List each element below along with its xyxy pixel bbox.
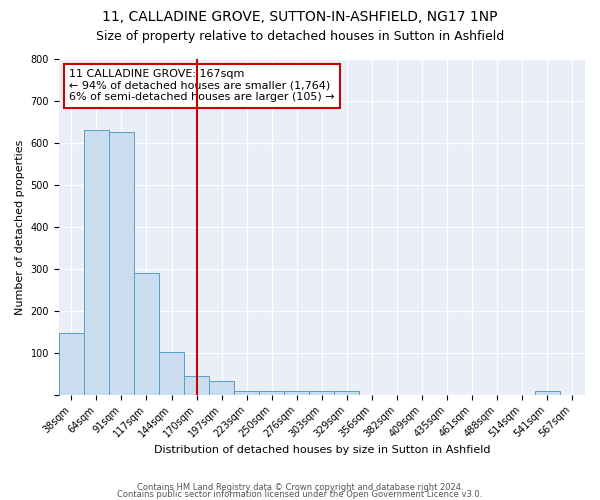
Bar [234, 390, 259, 395]
Bar [109, 132, 134, 395]
Bar [209, 382, 234, 395]
Text: 11 CALLADINE GROVE: 167sqm
← 94% of detached houses are smaller (1,764)
6% of se: 11 CALLADINE GROVE: 167sqm ← 94% of deta… [70, 69, 335, 102]
Bar [59, 332, 84, 395]
Y-axis label: Number of detached properties: Number of detached properties [15, 139, 25, 314]
X-axis label: Distribution of detached houses by size in Sutton in Ashfield: Distribution of detached houses by size … [154, 445, 490, 455]
Text: 11, CALLADINE GROVE, SUTTON-IN-ASHFIELD, NG17 1NP: 11, CALLADINE GROVE, SUTTON-IN-ASHFIELD,… [102, 10, 498, 24]
Text: Contains public sector information licensed under the Open Government Licence v3: Contains public sector information licen… [118, 490, 482, 499]
Bar [159, 352, 184, 395]
Bar [134, 273, 159, 395]
Bar [259, 392, 284, 395]
Bar [184, 376, 209, 395]
Bar [310, 392, 334, 395]
Bar [535, 392, 560, 395]
Text: Contains HM Land Registry data © Crown copyright and database right 2024.: Contains HM Land Registry data © Crown c… [137, 484, 463, 492]
Bar [334, 392, 359, 395]
Bar [284, 392, 310, 395]
Bar [84, 130, 109, 395]
Text: Size of property relative to detached houses in Sutton in Ashfield: Size of property relative to detached ho… [96, 30, 504, 43]
